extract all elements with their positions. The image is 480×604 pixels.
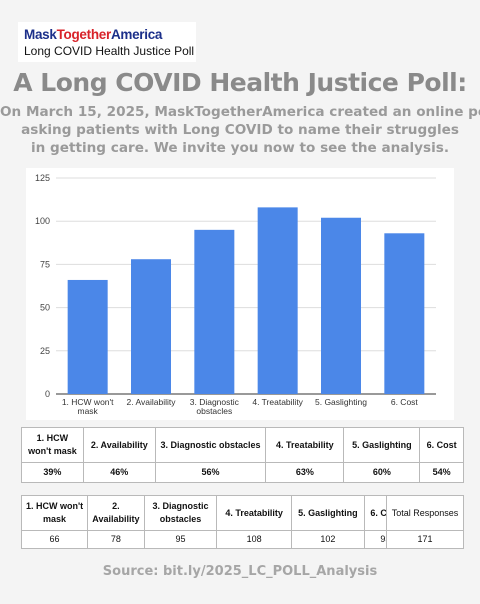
y-tick-label: 125 bbox=[35, 173, 50, 183]
count-table-header-row: 1. HCW won't mask 2. Availability 3. Dia… bbox=[20, 495, 408, 531]
count-header-diagnostic: 3. Diagnostic obstacles bbox=[143, 495, 218, 531]
percent-header-availability: 2. Availability bbox=[82, 427, 156, 463]
total-value-row: 171 bbox=[386, 530, 464, 549]
x-tick-label: 5. Gaslighting bbox=[315, 397, 367, 407]
percent-value: 60% bbox=[343, 462, 421, 483]
bar bbox=[257, 207, 298, 394]
percent-value: 46% bbox=[82, 462, 156, 483]
percent-header-diagnostic: 3. Diagnostic obstacles bbox=[154, 427, 267, 463]
percent-table-value-row: 39% 46% 56% 63% 60% 54% bbox=[21, 462, 464, 483]
y-tick-label: 75 bbox=[40, 259, 50, 269]
bar bbox=[194, 229, 235, 394]
x-tick-label: 3. Diagnostic bbox=[190, 397, 240, 407]
y-tick-label: 50 bbox=[40, 303, 50, 313]
x-tick-label: 6. Cost bbox=[391, 397, 419, 407]
count-header-treatability: 4. Treatability bbox=[216, 495, 293, 531]
total-table: Total Responses 171 bbox=[386, 495, 464, 549]
percent-value: 63% bbox=[265, 462, 345, 483]
bar-chart: 0 25 50 75 100 125 1. HCW won't mask 2. Availabi… bbox=[26, 168, 454, 420]
percent-header-hcw: 1. HCW won't mask bbox=[21, 427, 84, 463]
total-header-row: Total Responses bbox=[386, 495, 464, 531]
count-header-availability: 2. Availability bbox=[87, 495, 145, 531]
bar bbox=[131, 259, 171, 394]
count-value: 78 bbox=[87, 530, 145, 549]
count-header-hcw: 1. HCW won't mask bbox=[20, 495, 89, 531]
source-text: Source: bit.ly/2025_LC_POLL_Analysis bbox=[102, 564, 378, 579]
percent-value: 56% bbox=[154, 462, 267, 483]
y-tick-label: 100 bbox=[35, 216, 50, 226]
count-value: 108 bbox=[216, 530, 293, 549]
bar bbox=[321, 217, 361, 394]
count-table: 1. HCW won't mask 2. Availability 3. Dia… bbox=[20, 495, 408, 549]
percent-header-cost: 6. Cost bbox=[419, 427, 464, 463]
percent-table-header-row: 1. HCW won't mask 2. Availability 3. Dia… bbox=[21, 427, 464, 463]
bar bbox=[384, 233, 425, 394]
intro-line: in getting care. We invite you now to se… bbox=[30, 140, 450, 156]
percent-value: 39% bbox=[21, 462, 84, 483]
x-tick-label: 2. Availability bbox=[127, 397, 177, 407]
count-value: 102 bbox=[291, 530, 365, 549]
percent-value: 54% bbox=[419, 462, 464, 483]
percent-table: 1. HCW won't mask 2. Availability 3. Dia… bbox=[21, 427, 464, 483]
total-responses-label: Total Responses bbox=[386, 495, 464, 531]
intro-line: asking patients with Long COVID to name … bbox=[21, 122, 459, 138]
count-header-gaslighting: 5. Gaslighting bbox=[291, 495, 365, 531]
header-logo-box: MaskTogetherAmerica Long COVID Health Ju… bbox=[18, 22, 196, 62]
percent-header-treatability: 4. Treatability bbox=[265, 427, 345, 463]
poll-subtitle: Long COVID Health Justice Poll bbox=[24, 44, 195, 58]
x-tick-label: mask bbox=[78, 406, 99, 416]
y-tick-label: 0 bbox=[45, 389, 50, 399]
brand-logo: MaskTogetherAmerica bbox=[24, 27, 163, 42]
intro-text: On March 15, 2025, MaskTogetherAmerica c… bbox=[0, 103, 480, 157]
intro-line: On March 15, 2025, MaskTogetherAmerica c… bbox=[0, 104, 480, 120]
percent-header-gaslighting: 5. Gaslighting bbox=[343, 427, 421, 463]
count-table-value-row: 66 78 95 108 102 93 bbox=[20, 530, 408, 549]
x-tick-label: obstacles bbox=[196, 406, 232, 416]
count-value: 95 bbox=[143, 530, 218, 549]
y-tick-label: 25 bbox=[40, 346, 50, 356]
total-responses-value: 171 bbox=[386, 530, 464, 549]
page-title: A Long COVID Health Justice Poll: bbox=[13, 68, 467, 97]
x-tick-label: 4. Treatability bbox=[252, 397, 303, 407]
count-value: 66 bbox=[20, 530, 89, 549]
bar bbox=[67, 279, 108, 394]
x-tick-label: 1. HCW won't bbox=[62, 397, 114, 407]
